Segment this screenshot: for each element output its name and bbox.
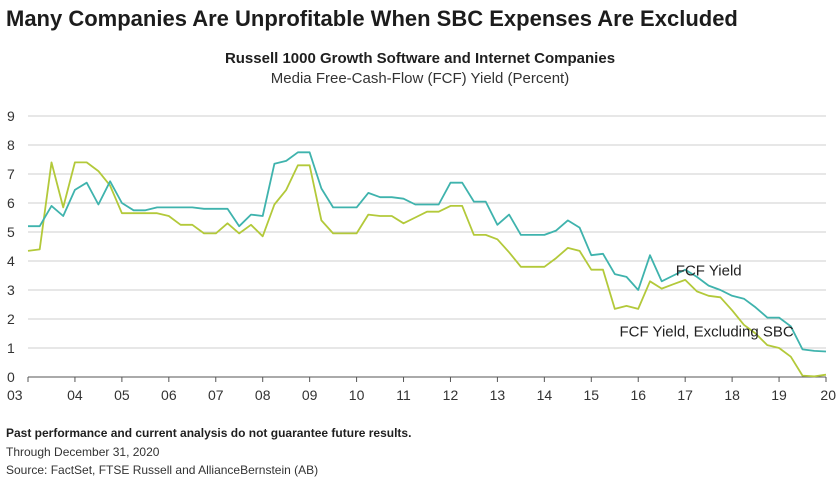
y-tick-label: 1: [7, 340, 15, 356]
y-tick-label: 5: [7, 224, 15, 240]
x-tick-label: 09: [302, 387, 318, 403]
x-tick-label: 03: [7, 387, 23, 403]
gridlines: [28, 115, 826, 349]
y-tick-label: 7: [7, 166, 15, 182]
x-tick-label: 05: [114, 387, 130, 403]
as-of-date: Through December 31, 2020: [6, 445, 160, 459]
series-line-fcf-yield-ex-sbc: [27, 161, 827, 378]
x-tick-label: 18: [724, 387, 740, 403]
source-note: Source: FactSet, FTSE Russell and Allian…: [6, 463, 319, 477]
x-tick-label: 19: [771, 387, 787, 403]
y-tick-label: 9: [7, 108, 15, 124]
y-tick-label: 3: [7, 282, 15, 298]
x-tick-label: 14: [537, 387, 553, 403]
x-tick-label: 07: [208, 387, 224, 403]
y-axis-ticks: 0 1 2 3 4 5 6 7 8 9: [7, 108, 15, 385]
x-tick-label: 06: [161, 387, 177, 403]
series-label-fcf-yield-ex-sbc: FCF Yield, Excluding SBC: [619, 323, 793, 340]
headline: Many Companies Are Unprofitable When SBC…: [6, 6, 738, 31]
x-tick-label: 11: [396, 387, 411, 403]
y-tick-label: 0: [7, 369, 15, 385]
series-lines: [27, 151, 827, 378]
chart-title: Russell 1000 Growth Software and Interne…: [224, 50, 616, 67]
disclaimer: Past performance and current analysis do…: [6, 426, 412, 440]
x-tick-label: 17: [677, 387, 693, 403]
series-line-fcf-yield: [28, 151, 827, 353]
y-tick-label: 6: [7, 195, 15, 211]
y-tick-label: 2: [7, 311, 15, 327]
y-tick-label: 4: [7, 253, 15, 269]
x-tick-label: 12: [443, 387, 459, 403]
x-tick-label: 10: [349, 387, 365, 403]
x-tick-label: 08: [255, 387, 271, 403]
x-axis-ticks: 03 04 05 06 07 08 09 10 11 12 13 14 15 16 17 18 19 20: [7, 377, 836, 403]
chart-subtitle: Media Free-Cash-Flow (FCF) Yield (Percen…: [270, 70, 570, 87]
x-tick-label: 16: [630, 387, 646, 403]
x-tick-label: 13: [490, 387, 506, 403]
y-tick-label: 8: [7, 137, 15, 153]
x-tick-label: 20: [820, 387, 836, 403]
series-label-fcf-yield: FCF Yield: [676, 263, 742, 280]
x-tick-label: 15: [584, 387, 600, 403]
series-labels: FCF Yield FCF Yield, Excluding SBC: [619, 263, 793, 341]
x-tick-label: 04: [67, 387, 83, 403]
